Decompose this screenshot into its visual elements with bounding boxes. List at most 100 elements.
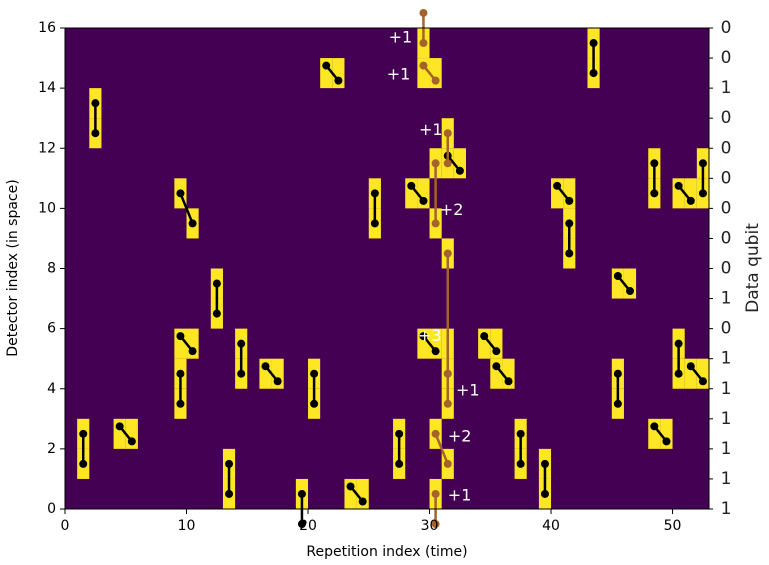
matching-edge-node bbox=[212, 279, 221, 288]
matching-edge-node bbox=[225, 489, 234, 498]
y2-tick-label: 1 bbox=[721, 379, 732, 399]
y-tick-label: 14 bbox=[38, 80, 56, 96]
matching-edge-node bbox=[565, 249, 574, 258]
x-tick-label: 10 bbox=[178, 518, 196, 534]
matching-edge-node bbox=[91, 129, 100, 138]
matching-edge-node bbox=[370, 189, 379, 198]
correction-edge-node bbox=[443, 159, 452, 168]
y-tick-label: 16 bbox=[38, 20, 56, 36]
y2-tick-label: 1 bbox=[721, 469, 732, 489]
matching-edge-node bbox=[127, 437, 136, 446]
correction-label: +2 bbox=[448, 426, 472, 445]
y2-axis-label: Data qubit bbox=[743, 223, 763, 313]
y2-tick-label: 1 bbox=[721, 78, 732, 98]
matching-edge-node bbox=[261, 362, 270, 371]
y2-tick-label: 1 bbox=[721, 439, 732, 459]
correction-edge-node bbox=[431, 429, 440, 438]
correction-edge-node bbox=[431, 489, 440, 498]
correction-label: +3 bbox=[418, 326, 442, 345]
matching-edge-node bbox=[419, 196, 428, 205]
y2-tick-label: 0 bbox=[721, 108, 732, 128]
matching-edge-node bbox=[212, 309, 221, 318]
matching-edge-node bbox=[650, 159, 659, 168]
matching-edge-node bbox=[237, 369, 246, 378]
correction-edge-node bbox=[431, 76, 440, 85]
y-tick-label: 4 bbox=[47, 381, 56, 397]
matching-edge-node bbox=[176, 399, 185, 408]
matching-edge-node bbox=[553, 181, 562, 190]
y-tick-label: 12 bbox=[38, 140, 56, 156]
matching-edge-node bbox=[516, 429, 525, 438]
matching-edge-node bbox=[79, 429, 88, 438]
y2-tick-label: 0 bbox=[721, 18, 732, 38]
correction-label: +1 bbox=[448, 486, 472, 505]
matching-edge-node bbox=[176, 332, 185, 341]
correction-edge-node bbox=[443, 249, 452, 258]
matching-edge bbox=[179, 192, 194, 224]
y-axis-label: Detector index (in space) bbox=[5, 179, 21, 356]
correction-edge-node bbox=[443, 459, 452, 468]
correction-edge-node bbox=[419, 8, 428, 17]
matching-edge-node bbox=[674, 181, 683, 190]
matching-edge-node bbox=[698, 189, 707, 198]
correction-edge-node bbox=[431, 219, 440, 228]
y-tick-label: 8 bbox=[47, 261, 56, 277]
y2-tick-label: 1 bbox=[721, 499, 732, 519]
matching-edge-node bbox=[565, 219, 574, 228]
plot-background bbox=[65, 28, 709, 509]
matching-edge-node bbox=[540, 459, 549, 468]
matching-edge-node bbox=[79, 459, 88, 468]
matching-edge-node bbox=[565, 196, 574, 205]
matching-edge-node bbox=[176, 369, 185, 378]
matching-edge-node bbox=[310, 369, 319, 378]
correction-label: +1 bbox=[389, 28, 413, 47]
matching-edge-node bbox=[480, 332, 489, 341]
x-axis-label: Repetition index (time) bbox=[306, 544, 467, 560]
matching-edge-node bbox=[188, 347, 197, 356]
correction-label: +2 bbox=[440, 200, 464, 219]
x-tick-label: 50 bbox=[664, 518, 682, 534]
y2-tick-label: 1 bbox=[721, 289, 732, 309]
matching-edge-node bbox=[310, 399, 319, 408]
matching-edge-node bbox=[322, 61, 331, 70]
matching-edge-node bbox=[613, 272, 622, 281]
y2-tick-label: 0 bbox=[721, 138, 732, 158]
matching-edge-node bbox=[237, 339, 246, 348]
matching-edge-node bbox=[431, 347, 440, 356]
matching-edge-node bbox=[346, 482, 355, 491]
y2-tick-label: 0 bbox=[721, 168, 732, 188]
y2-tick-label: 0 bbox=[721, 198, 732, 218]
correction-edge-node bbox=[443, 129, 452, 138]
y2-tick-label: 0 bbox=[721, 259, 732, 279]
matching-edge-node bbox=[419, 332, 428, 341]
matching-edge-node bbox=[686, 362, 695, 371]
y-tick-label: 6 bbox=[47, 321, 56, 337]
y2-tick-label: 0 bbox=[721, 48, 732, 68]
x-tick-label: 20 bbox=[299, 518, 317, 534]
matching-edge-node bbox=[674, 339, 683, 348]
matching-edge-node bbox=[91, 99, 100, 108]
correction-label: +1 bbox=[387, 65, 411, 84]
matching-edge-node bbox=[540, 489, 549, 498]
matching-edge-node bbox=[613, 369, 622, 378]
matching-edge-node bbox=[188, 219, 197, 228]
correction-label: +1 bbox=[456, 380, 480, 399]
x-tick-label: 40 bbox=[542, 518, 560, 534]
y-tick-label: 10 bbox=[38, 200, 56, 216]
matching-edge-node bbox=[225, 459, 234, 468]
matching-edge-node bbox=[407, 181, 416, 190]
y2-tick-label: 1 bbox=[721, 349, 732, 369]
matching-edge-node bbox=[589, 69, 598, 78]
matching-edge-node bbox=[297, 520, 306, 529]
matching-edge-node bbox=[686, 196, 695, 205]
y2-tick-label: 0 bbox=[721, 228, 732, 248]
correction-label: +1 bbox=[419, 120, 443, 139]
matching-edge-node bbox=[589, 39, 598, 48]
x-tick-label: 0 bbox=[61, 518, 70, 534]
matching-edge-node bbox=[492, 347, 501, 356]
y2-tick-label: 0 bbox=[721, 319, 732, 339]
matching-edge-node bbox=[492, 362, 501, 371]
matching-edge-node bbox=[504, 377, 513, 386]
matching-edge-node bbox=[115, 422, 124, 431]
